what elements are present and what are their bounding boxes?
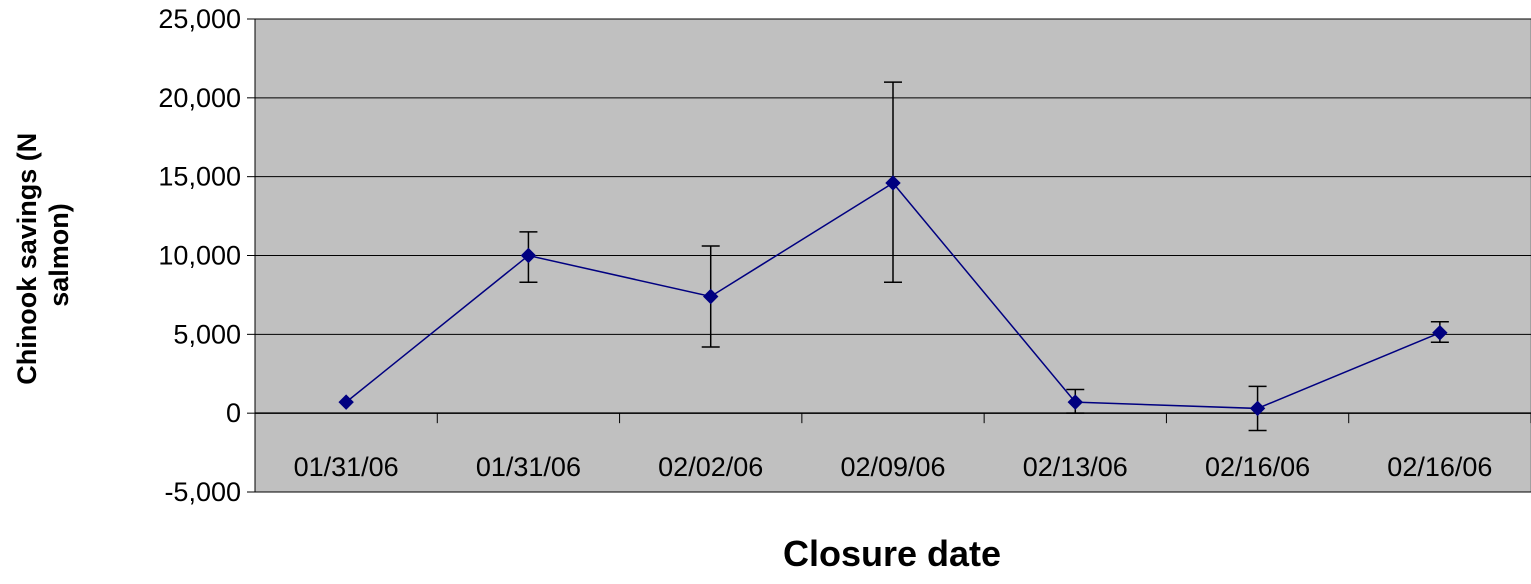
- x-axis: [254, 412, 1531, 424]
- y-tick-label: 25,000: [158, 4, 241, 34]
- x-tick-label: 01/31/06: [476, 452, 581, 482]
- y-axis-title-line-1: Chinook savings (N: [12, 133, 42, 385]
- data-point: [520, 247, 537, 264]
- y-tick-label: 10,000: [158, 241, 241, 271]
- x-tick-label: 02/02/06: [658, 452, 763, 482]
- data-point: [1432, 325, 1448, 341]
- y-tick-label: 5,000: [173, 319, 241, 349]
- data-point: [1249, 400, 1266, 417]
- y-tick-label: -5,000: [164, 477, 241, 507]
- data-point: [703, 288, 719, 305]
- data-point: [338, 394, 354, 410]
- x-axis-title: Closure date: [783, 533, 1001, 574]
- x-axis-tick-labels: 01/31/06 01/31/06 02/02/06 02/09/06 02/13/06…: [294, 452, 1493, 482]
- y-axis-title: Chinook savings (N salmon): [12, 125, 74, 385]
- x-tick-label: 02/09/06: [840, 452, 945, 482]
- data-point: [885, 175, 901, 191]
- y-tick-label: 20,000: [158, 83, 241, 113]
- y-axis-tick-labels: -5,000 0 5,000 10,000 15,000 20,000 25,000: [158, 4, 241, 507]
- y-axis-title-line-2: salmon): [44, 203, 74, 307]
- x-tick-label: 02/16/06: [1205, 452, 1310, 482]
- y-tick-label: 15,000: [158, 162, 241, 192]
- y-tick-label: 0: [226, 398, 241, 428]
- x-tick-label: 02/13/06: [1023, 452, 1128, 482]
- x-tick-label: 02/16/06: [1387, 452, 1492, 482]
- data-point: [1067, 394, 1083, 410]
- data-markers: [338, 175, 1448, 417]
- x-tick-label: 01/31/06: [294, 452, 399, 482]
